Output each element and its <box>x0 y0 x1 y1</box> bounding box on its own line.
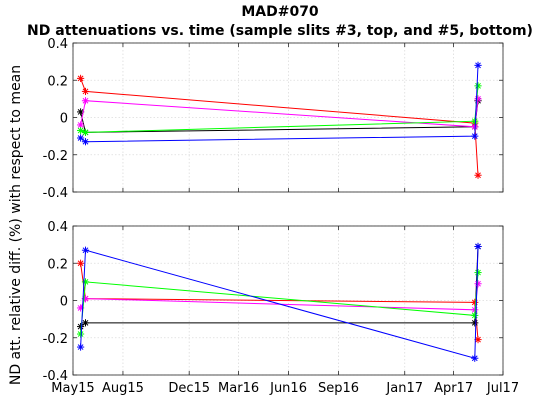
top-series-4-point <box>81 138 90 146</box>
bottom-x-tick-label: Sep16 <box>318 381 359 396</box>
top-series-0-line <box>80 78 479 176</box>
bottom-x-tick-label: Jul17 <box>486 381 519 396</box>
bottom-series-0-point <box>77 259 85 267</box>
bottom-series-1-point <box>77 322 85 331</box>
bottom-y-tick-label: 0 <box>60 295 68 310</box>
top-series-2-point <box>81 97 90 105</box>
top-y-tick-label: -0.4 <box>43 186 68 201</box>
bottom-y-tick-label: -0.4 <box>43 369 68 384</box>
bottom-series-4-point <box>81 246 90 254</box>
chart-subtitle: ND attenuations vs. time (sample slits #… <box>27 23 533 39</box>
top-panel: -0.4 -0.2 0 0.2 0.4 <box>43 37 504 201</box>
top-series-2-point <box>474 95 482 103</box>
y-axis-label: ND att. relative diff. (%) with respect … <box>8 65 24 385</box>
bottom-series-3-point <box>471 311 479 319</box>
bottom-series-4-point <box>77 343 85 351</box>
top-series-4-point <box>471 132 479 140</box>
bottom-series-2-point <box>474 280 482 288</box>
bottom-series-4-point <box>471 354 479 362</box>
chart-title: MAD#070 <box>241 4 319 20</box>
top-y-tick-label: -0.2 <box>43 149 68 164</box>
bottom-series-3-point <box>474 268 482 277</box>
bottom-panel: -0.4 -0.2 0 0.2 0.4 May15 Aug15 Dec15 Mar16 Jun16… <box>43 220 519 396</box>
bottom-series-1-point <box>81 319 90 327</box>
bottom-y-tick-label: 0.4 <box>47 220 68 235</box>
bottom-x-tick-label: Jan17 <box>385 381 423 396</box>
bottom-series-4-line <box>80 246 479 359</box>
bottom-series-0-point <box>471 298 479 306</box>
top-series-4-point <box>474 61 482 69</box>
bottom-x-tick-label: Jun16 <box>269 381 307 396</box>
bottom-y-tick-label: 0.2 <box>47 257 68 272</box>
top-series-0-point <box>77 74 85 82</box>
bottom-x-tick-label: Apr17 <box>434 381 473 396</box>
bottom-x-tick-label: May15 <box>51 381 94 396</box>
bottom-series-4-point <box>474 242 482 251</box>
bottom-y-tick-label: -0.2 <box>43 332 68 347</box>
top-series-3-point <box>81 128 90 136</box>
top-y-tick-label: 0 <box>60 112 68 127</box>
top-series-4-point <box>77 134 85 142</box>
bottom-series-3-point <box>77 330 85 338</box>
top-series-3-point <box>474 82 482 90</box>
bottom-x-tick-label: Dec15 <box>168 381 210 396</box>
top-series-3-point <box>471 117 479 125</box>
top-series-0-point <box>474 171 482 179</box>
top-series-0-point <box>81 87 90 96</box>
top-y-tick-label: 0.2 <box>47 74 68 89</box>
bottom-series-1-point <box>471 319 479 327</box>
top-series-2-line <box>80 98 479 128</box>
bottom-x-tick-label: Mar16 <box>218 381 259 396</box>
top-y-tick-label: 0.4 <box>47 37 68 52</box>
bottom-x-tick-label: Aug15 <box>102 381 144 396</box>
